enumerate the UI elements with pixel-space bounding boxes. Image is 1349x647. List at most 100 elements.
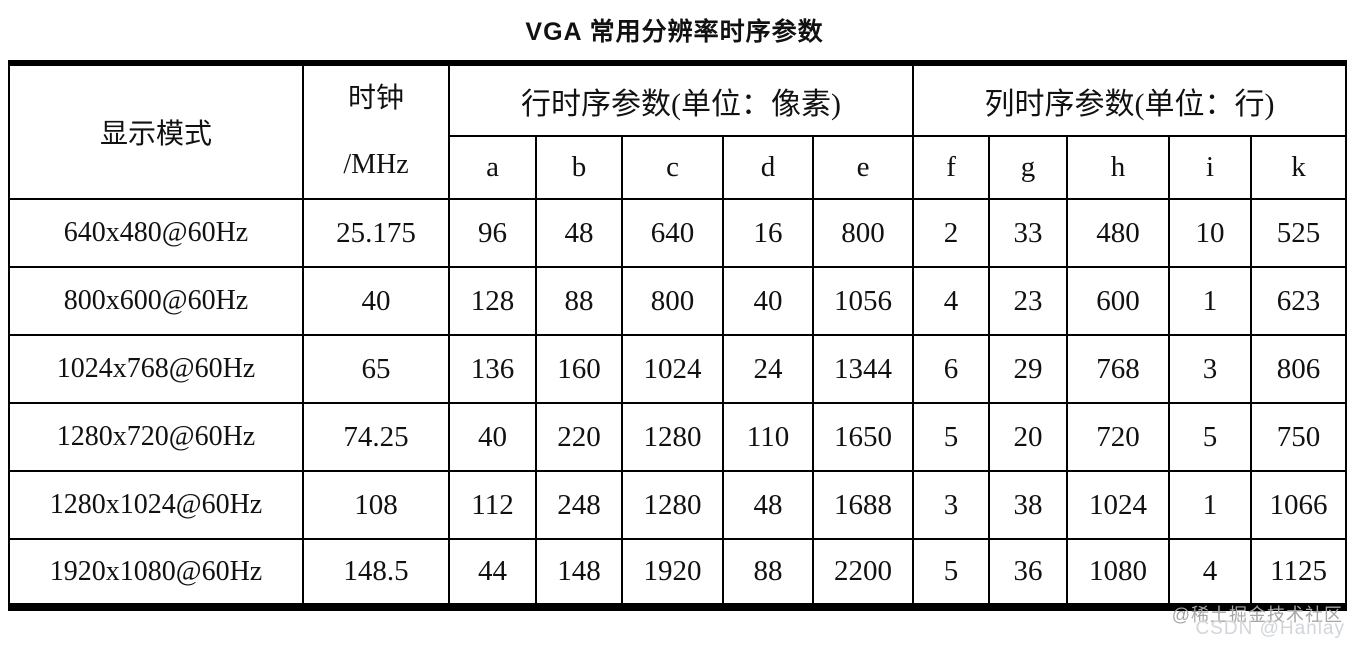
header-display-mode: 显示模式 [8,62,304,200]
param-cell-c: 1920 [621,538,724,608]
param-cell-d: 40 [722,266,814,336]
header-param-k: k [1250,135,1348,200]
header-horizontal-timing-group: 行时序参数(单位：像素) [447,61,915,138]
header-param-i: i [1168,135,1253,200]
param-cell-k: 1066 [1250,470,1348,540]
table-row: 1920x1080@60Hz 148.5 44 148 1920 88 2200… [8,538,1348,608]
header-param-e: e [811,135,915,200]
param-cell-b: 160 [535,334,623,404]
watermark-community: @稀土掘金技术社区 [1171,605,1343,625]
header-clock-line2: /MHz [343,149,409,180]
param-cell-f: 5 [912,538,991,608]
param-cell-f: 2 [912,198,991,268]
param-cell-i: 1 [1168,470,1253,540]
param-cell-d: 110 [722,402,814,472]
clock-cell: 108 [302,470,450,540]
param-cell-i: 3 [1168,334,1253,404]
param-cell-c: 1280 [621,402,724,472]
param-cell-i: 4 [1168,538,1253,608]
param-cell-k: 806 [1250,334,1348,404]
param-cell-f: 6 [912,334,991,404]
param-cell-k: 750 [1250,402,1348,472]
param-cell-a: 136 [448,334,537,404]
param-cell-i: 5 [1168,402,1253,472]
param-cell-a: 44 [448,538,537,608]
mode-cell: 1280x1024@60Hz [8,470,304,540]
param-cell-i: 1 [1168,266,1253,336]
clock-cell: 25.175 [302,198,450,268]
param-cell-h: 1024 [1066,470,1171,540]
param-cell-e: 1344 [811,334,915,404]
param-cell-g: 29 [988,334,1069,404]
param-cell-h: 600 [1066,266,1171,336]
param-cell-b: 88 [535,266,623,336]
clock-cell: 148.5 [302,538,450,608]
table-title: VGA 常用分辨率时序参数 [525,18,824,46]
param-cell-e: 800 [811,198,915,268]
header-clock: 时钟 /MHz [302,62,450,200]
param-cell-c: 640 [621,198,724,268]
header-param-c: c [621,135,724,200]
mode-cell: 800x600@60Hz [8,266,304,336]
param-cell-i: 10 [1168,198,1253,268]
param-cell-g: 23 [988,266,1069,336]
param-cell-d: 24 [722,334,814,404]
header-param-f: f [912,135,991,200]
clock-cell: 40 [302,266,450,336]
table-row: 800x600@60Hz 40 128 88 800 40 1056 4 23 … [8,266,1348,336]
param-cell-a: 96 [448,198,537,268]
param-cell-h: 768 [1066,334,1171,404]
param-cell-b: 248 [535,470,623,540]
param-cell-c: 800 [621,266,724,336]
param-cell-h: 1080 [1066,538,1171,608]
table-row: 640x480@60Hz 25.175 96 48 640 16 800 2 3… [8,198,1348,268]
param-cell-g: 38 [988,470,1069,540]
param-cell-a: 40 [448,402,537,472]
param-cell-b: 220 [535,402,623,472]
param-cell-g: 20 [988,402,1069,472]
param-cell-g: 33 [988,198,1069,268]
param-cell-f: 3 [912,470,991,540]
header-param-a: a [448,135,537,200]
header-param-g: g [988,135,1069,200]
param-cell-b: 48 [535,198,623,268]
table-row: 1024x768@60Hz 65 136 160 1024 24 1344 6 … [8,334,1348,404]
param-cell-c: 1280 [621,470,724,540]
header-clock-line1: 时钟 [347,83,404,114]
mode-cell: 1024x768@60Hz [8,334,304,404]
clock-cell: 74.25 [302,402,450,472]
param-cell-e: 1650 [811,402,915,472]
vga-timing-table: 显示模式 时钟 /MHz 行时序参数(单位：像素) 列时序参数(单位：行) a … [8,60,1348,611]
table-row: 1280x720@60Hz 74.25 40 220 1280 110 1650… [8,402,1348,472]
param-cell-f: 5 [912,402,991,472]
param-cell-e: 1688 [811,470,915,540]
header-row-params: a b c d e f g h i k [9,135,1348,200]
mode-cell: 1280x720@60Hz [8,402,304,472]
param-cell-h: 720 [1066,402,1171,472]
param-cell-h: 480 [1066,198,1171,268]
param-cell-g: 36 [988,538,1069,608]
clock-cell: 65 [302,334,450,404]
watermark-csdn-user: CSDN @Hanlay [1195,618,1345,639]
param-cell-k: 623 [1250,266,1348,336]
param-cell-f: 4 [912,266,991,336]
header-row-groups: 显示模式 时钟 /MHz 行时序参数(单位：像素) 列时序参数(单位：行) [8,61,1348,200]
param-cell-a: 128 [448,266,537,336]
header-vertical-timing-group: 列时序参数(单位：行) [912,61,1348,138]
param-cell-e: 1056 [811,266,915,336]
param-cell-d: 88 [722,538,814,608]
param-cell-b: 148 [535,538,623,608]
param-cell-a: 112 [448,470,537,540]
param-cell-c: 1024 [621,334,724,404]
param-cell-d: 16 [722,198,814,268]
param-cell-e: 2200 [811,538,915,608]
header-param-h: h [1066,135,1171,200]
param-cell-d: 48 [722,470,814,540]
param-cell-k: 525 [1250,198,1348,268]
header-param-b: b [535,135,623,200]
param-cell-k: 1125 [1250,538,1348,608]
table-row: 1280x1024@60Hz 108 112 248 1280 48 1688 … [8,470,1348,540]
header-param-d: d [722,135,814,200]
mode-cell: 640x480@60Hz [8,198,304,268]
